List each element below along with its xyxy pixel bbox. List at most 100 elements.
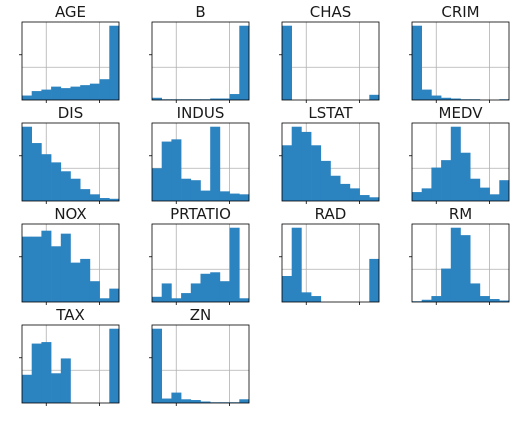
bar <box>51 162 62 201</box>
bar <box>470 283 481 302</box>
bar <box>190 180 201 201</box>
bar <box>301 131 312 201</box>
bar <box>70 178 81 201</box>
axes-frame <box>411 21 510 101</box>
bar <box>239 298 250 302</box>
bar <box>161 283 172 302</box>
bar <box>89 83 100 100</box>
bar <box>51 86 62 100</box>
panel-title-b: B <box>195 3 205 21</box>
panel-title-rad: RAD <box>315 205 347 223</box>
bar <box>109 198 120 201</box>
bar <box>152 168 162 201</box>
bar <box>190 400 201 403</box>
bar <box>200 401 211 403</box>
bar <box>80 85 91 100</box>
bar <box>22 95 32 100</box>
bar <box>31 236 42 302</box>
bar <box>311 296 322 302</box>
bar <box>219 191 230 201</box>
bar <box>31 343 42 403</box>
bar <box>152 97 162 100</box>
bar <box>412 25 422 100</box>
bar <box>359 195 370 201</box>
bar <box>431 167 442 201</box>
bar <box>470 178 481 201</box>
panel-title-medv: MEDV <box>439 104 484 122</box>
bar <box>89 281 100 302</box>
bar <box>60 233 71 302</box>
bar <box>210 272 221 302</box>
bar <box>99 198 110 201</box>
bar <box>70 86 81 100</box>
bar <box>31 143 42 201</box>
bar <box>109 25 120 100</box>
bar <box>152 296 162 302</box>
bar <box>320 160 331 201</box>
panel-title-indus: INDUS <box>177 104 225 122</box>
bar <box>349 188 360 201</box>
panel-title-chas: CHAS <box>310 3 352 21</box>
bar <box>229 227 240 302</box>
histogram-age: AGE <box>19 3 120 103</box>
histogram-chas: CHAS <box>279 3 380 103</box>
bar <box>22 374 32 403</box>
bar <box>181 178 192 201</box>
axes-frame <box>411 223 510 303</box>
bar <box>291 227 302 302</box>
axes-frame <box>21 223 120 303</box>
bar <box>301 292 312 302</box>
bar <box>369 197 380 201</box>
bar <box>239 194 250 201</box>
bar <box>229 94 240 100</box>
axes-frame <box>151 122 250 202</box>
bar <box>229 193 240 201</box>
bar <box>499 180 510 201</box>
bar <box>239 25 250 100</box>
bar <box>421 89 432 100</box>
bar <box>152 328 162 403</box>
bar <box>489 194 500 201</box>
bar <box>171 298 182 302</box>
bar <box>60 358 71 403</box>
bar <box>291 126 302 201</box>
axes-frame <box>411 122 510 202</box>
bar <box>99 298 110 302</box>
bar <box>460 235 471 302</box>
panel-title-tax: TAX <box>55 306 85 324</box>
bar <box>460 152 471 201</box>
panel-title-crim: CRIM <box>441 3 479 21</box>
bar <box>431 95 442 100</box>
bar <box>51 246 62 302</box>
bar <box>421 299 432 302</box>
bar <box>80 189 91 201</box>
bar <box>489 299 500 302</box>
axes-frame <box>151 324 250 404</box>
histogram-rad: RAD <box>279 205 380 305</box>
bar <box>479 296 490 302</box>
bar <box>41 230 52 302</box>
bar <box>282 145 292 201</box>
panel-title-zn: ZN <box>190 306 212 324</box>
histogram-nox: NOX <box>19 205 120 305</box>
bar <box>161 398 172 403</box>
bar <box>41 342 52 403</box>
histogram-crim: CRIM <box>409 3 510 103</box>
bar <box>441 160 452 201</box>
axes-frame <box>21 324 120 404</box>
bar <box>200 190 211 201</box>
bar <box>161 141 172 201</box>
bar <box>41 154 52 201</box>
bar <box>109 288 120 302</box>
axes-frame <box>151 223 250 303</box>
bar <box>311 145 322 201</box>
histogram-dis: DIS <box>19 104 120 204</box>
axes-frame <box>281 122 380 202</box>
bar <box>499 300 510 302</box>
bar <box>330 175 341 201</box>
bar <box>479 187 490 201</box>
bar <box>89 194 100 201</box>
bar <box>450 227 461 302</box>
bar <box>412 192 422 201</box>
histogram-zn: ZN <box>149 306 250 406</box>
